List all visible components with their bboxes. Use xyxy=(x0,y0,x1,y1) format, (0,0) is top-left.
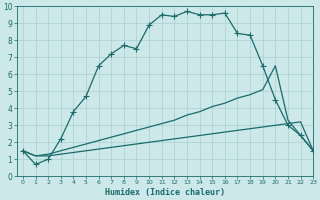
X-axis label: Humidex (Indice chaleur): Humidex (Indice chaleur) xyxy=(105,188,225,197)
